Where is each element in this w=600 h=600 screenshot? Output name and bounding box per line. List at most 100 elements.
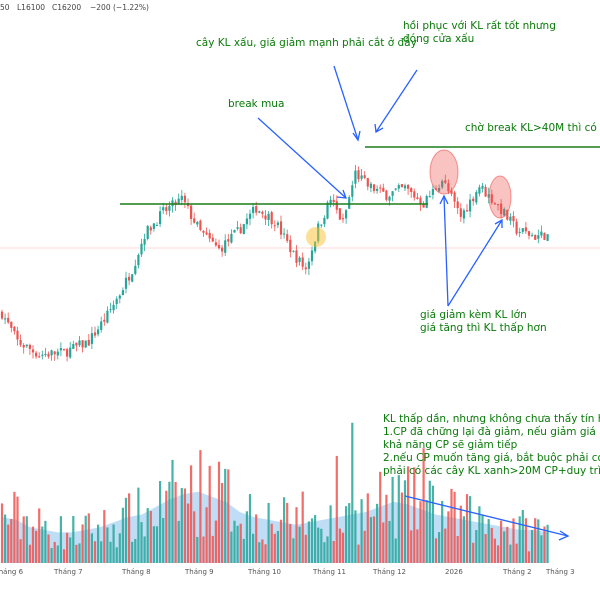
candle-body xyxy=(376,188,379,191)
candle-body xyxy=(84,340,87,348)
candle-body xyxy=(53,351,56,355)
candle-body xyxy=(283,233,286,235)
volume-bar xyxy=(143,536,146,563)
volume-bar xyxy=(320,528,323,563)
volume-bar xyxy=(496,545,500,563)
candle-body xyxy=(155,225,159,227)
candle-body xyxy=(292,250,295,252)
arrow-break-mua xyxy=(257,117,347,199)
volume-bar xyxy=(465,494,469,563)
volume-bar xyxy=(255,514,258,563)
volume-bar xyxy=(506,526,509,563)
candle-body xyxy=(146,225,149,239)
candle-body xyxy=(521,228,524,232)
candle-body xyxy=(540,231,543,236)
volume-bar xyxy=(258,542,261,563)
volume-bar xyxy=(428,480,431,563)
candle-body xyxy=(255,206,258,213)
volume-bar xyxy=(527,551,531,563)
volume-bar xyxy=(87,513,90,563)
volume-bar xyxy=(394,538,397,563)
volume-bar xyxy=(329,505,332,563)
candle-body xyxy=(462,210,465,219)
candle-body xyxy=(465,210,469,212)
volume-bar xyxy=(38,508,41,563)
volume-bar xyxy=(242,538,245,563)
volume-bar xyxy=(469,496,472,563)
candle-body xyxy=(410,188,413,193)
volume-bar xyxy=(276,530,279,563)
candle-body xyxy=(472,198,475,202)
candle-body xyxy=(193,218,196,223)
volume-bar xyxy=(7,524,10,563)
candle-body xyxy=(56,351,59,356)
volume-bar xyxy=(444,528,447,563)
volume-bar xyxy=(69,537,72,563)
volume-bar xyxy=(385,494,388,563)
volume-bar xyxy=(292,538,295,563)
volume-bar xyxy=(273,533,276,563)
candle-body xyxy=(518,231,521,233)
candle-body xyxy=(180,195,183,201)
candle-body xyxy=(205,232,208,235)
candle-body xyxy=(112,304,115,311)
volume-bar xyxy=(360,499,363,563)
candle-body xyxy=(382,187,385,192)
volume-bar xyxy=(264,544,267,563)
candle-body xyxy=(143,238,146,245)
volume-bar xyxy=(270,523,273,563)
volume-bar xyxy=(59,516,62,563)
x-tick-label: Tháng 3 xyxy=(545,568,575,576)
candle-body xyxy=(416,197,419,199)
volume-bar xyxy=(205,507,208,563)
arrow-gia-giam-2-head xyxy=(494,218,503,228)
candle-body xyxy=(31,349,35,353)
candle-body xyxy=(196,221,199,225)
volume-bar xyxy=(372,516,376,563)
annotation-gia-giam-1: giá giảm kèm KL lớn xyxy=(420,309,527,321)
candle-body xyxy=(531,235,534,237)
volume-bar xyxy=(180,488,183,563)
annotation-kl-line-5: phải có các cây KL xanh>20M CP+duy trì xyxy=(383,465,600,477)
candle-body xyxy=(379,187,382,189)
candle-body xyxy=(152,223,155,229)
volume-bar xyxy=(28,544,31,563)
candle-body xyxy=(335,201,338,210)
volume-bar xyxy=(518,516,521,563)
volume-bar xyxy=(279,519,283,563)
candle-body xyxy=(354,170,357,184)
ohlc-partial: 50 xyxy=(0,3,10,12)
volume-bar xyxy=(298,526,301,563)
candle-body xyxy=(66,349,69,357)
arrow-hoi-phuc xyxy=(375,69,418,133)
candle-body xyxy=(261,211,264,214)
candle-body xyxy=(323,217,326,225)
volume-bar xyxy=(16,496,19,563)
candle-body xyxy=(121,290,124,296)
candle-body xyxy=(264,215,267,220)
volume-bar xyxy=(326,536,329,563)
volume-bar xyxy=(397,475,400,563)
volume-bar xyxy=(13,491,16,563)
candle-body xyxy=(7,317,10,323)
volume-bar xyxy=(22,516,25,563)
candle-body xyxy=(106,310,109,323)
candle-body xyxy=(93,332,97,336)
candle-body xyxy=(0,311,4,319)
volume-bar xyxy=(168,481,171,563)
candle-body xyxy=(431,189,434,195)
candle-body xyxy=(118,295,121,299)
volume-bar xyxy=(162,517,165,563)
candle-body xyxy=(190,205,193,219)
candle-body xyxy=(214,242,217,246)
volume-bar xyxy=(438,532,441,563)
candle-body xyxy=(128,276,131,281)
volume-bar xyxy=(134,538,137,563)
candle-body xyxy=(500,203,503,215)
volume-bar xyxy=(410,530,413,563)
candle-body xyxy=(444,180,447,183)
candle-body xyxy=(25,344,28,347)
volume-bar xyxy=(224,468,227,563)
volume-bar xyxy=(50,548,53,563)
candle-body xyxy=(217,244,221,249)
